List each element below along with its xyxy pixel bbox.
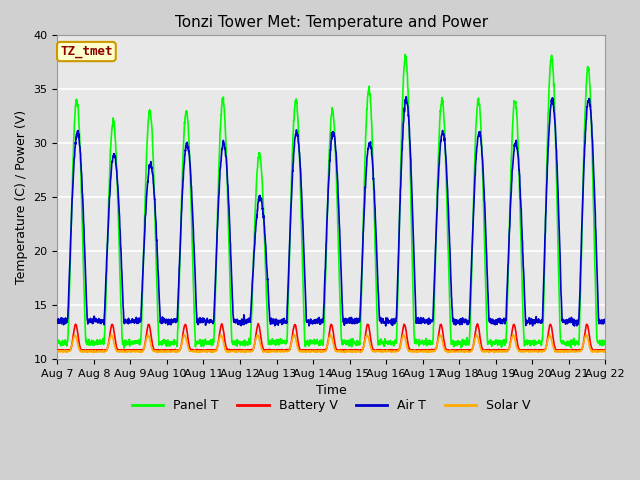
Air T [359, 241, 367, 247]
Y-axis label: Temperature (C) / Power (V): Temperature (C) / Power (V) [15, 110, 28, 284]
Battery V [170, 348, 178, 354]
Air T [206, 317, 214, 323]
Panel T [359, 224, 367, 230]
Air T [491, 320, 499, 325]
Solar V [568, 348, 576, 354]
Legend: Panel T, Battery V, Air T, Solar V: Panel T, Battery V, Air T, Solar V [127, 395, 536, 418]
Solar V [602, 348, 609, 354]
Panel T [54, 339, 61, 345]
Panel T [120, 345, 128, 351]
Battery V [207, 347, 214, 353]
Solar V [509, 332, 517, 337]
Battery V [348, 347, 355, 353]
Panel T [491, 341, 499, 347]
Battery V [491, 348, 499, 353]
Battery V [568, 347, 576, 352]
Battery V [554, 348, 561, 353]
Title: Tonzi Tower Met: Temperature and Power: Tonzi Tower Met: Temperature and Power [175, 15, 488, 30]
Air T [571, 323, 579, 329]
Solar V [359, 345, 367, 351]
Air T [553, 160, 561, 166]
Panel T [602, 339, 609, 345]
Solar V [491, 349, 499, 355]
Air T [54, 320, 61, 326]
Solar V [340, 349, 348, 355]
Solar V [206, 349, 214, 355]
Line: Solar V: Solar V [58, 335, 605, 352]
Panel T [207, 337, 214, 343]
Solar V [54, 348, 61, 354]
Line: Air T: Air T [58, 97, 605, 326]
Battery V [254, 321, 262, 326]
Air T [402, 94, 410, 100]
Air T [347, 320, 355, 325]
Panel T [401, 51, 409, 57]
Panel T [568, 338, 576, 344]
Solar V [554, 349, 561, 355]
Line: Battery V: Battery V [58, 324, 605, 351]
Solar V [348, 348, 355, 354]
Text: TZ_tmet: TZ_tmet [60, 45, 113, 58]
Battery V [602, 348, 609, 353]
Air T [602, 319, 609, 324]
Panel T [348, 338, 355, 344]
Line: Panel T: Panel T [58, 54, 605, 348]
Air T [568, 318, 576, 324]
Battery V [54, 348, 61, 353]
Battery V [360, 344, 367, 350]
Panel T [554, 207, 561, 213]
X-axis label: Time: Time [316, 384, 347, 397]
